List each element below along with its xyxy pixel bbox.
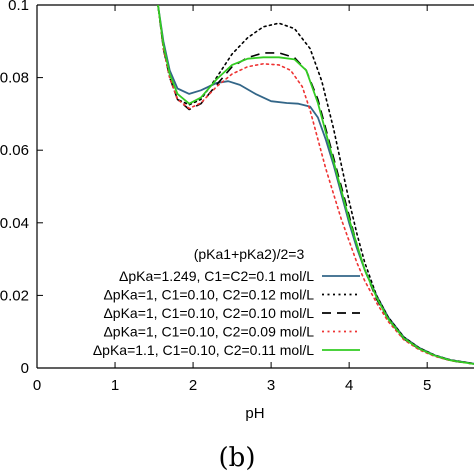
x-tick-label: 5: [423, 377, 431, 394]
x-axis-label: pH: [245, 405, 264, 422]
x-tick-label: 3: [267, 377, 275, 394]
legend-label-4: ΔpKa=1, C1=0.10, C2=0.09 mol/L: [103, 324, 314, 340]
y-tick-label: 0.06: [0, 142, 29, 159]
legend-label-1: ΔpKa=1.249, C1=C2=0.1 mol/L: [119, 268, 314, 284]
series-line-3: [157, 5, 474, 365]
legend-header: (pKa1+pKa2)/2=3: [194, 246, 305, 262]
legend-label-2: ΔpKa=1, C1=0.10, C2=0.12 mol/L: [103, 287, 314, 303]
y-tick-label: 0.02: [0, 287, 29, 304]
x-tick-label: 0: [33, 377, 41, 394]
legend-label-3: ΔpKa=1, C1=0.10, C2=0.10 mol/L: [103, 305, 314, 321]
x-tick-label: 1: [111, 377, 119, 394]
legend-label-5: ΔpKa=1.1, C1=0.10, C2=0.11 mol/L: [93, 342, 314, 358]
y-tick-label: 0.04: [0, 215, 29, 232]
series-line-4: [157, 5, 474, 365]
y-tick-label: 0.1: [8, 0, 29, 14]
series-line-1: [157, 5, 474, 365]
y-tick-label: 0.08: [0, 70, 29, 87]
series-line-5: [157, 5, 474, 365]
y-tick-label: 0: [21, 360, 29, 377]
panel-label: (b): [219, 443, 256, 473]
x-tick-label: 4: [345, 377, 353, 394]
x-tick-label: 2: [189, 377, 197, 394]
